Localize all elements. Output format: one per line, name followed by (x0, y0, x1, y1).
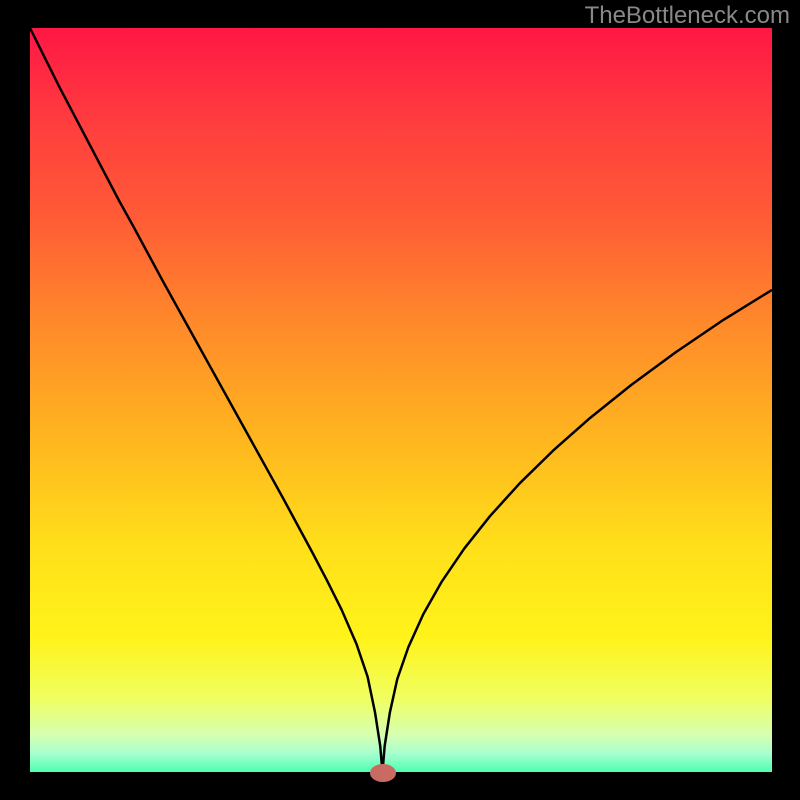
watermark-text: TheBottleneck.com (585, 2, 790, 30)
bottleneck-curve (30, 28, 772, 772)
curve-overlay (0, 0, 800, 800)
chart-container: TheBottleneck.com (0, 0, 800, 800)
minimum-marker (370, 764, 396, 782)
